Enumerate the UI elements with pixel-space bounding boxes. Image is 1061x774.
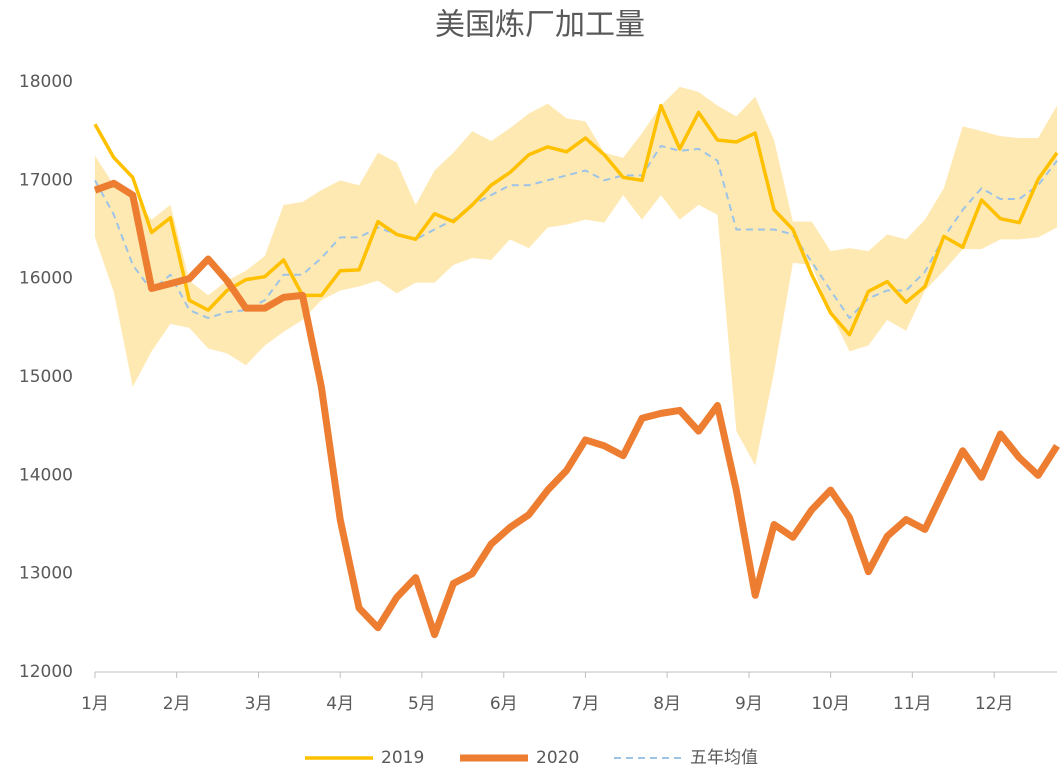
x-tick-label: 8月 — [653, 694, 681, 714]
y-tick-label: 15000 — [19, 367, 73, 387]
line-series — [93, 179, 1060, 639]
x-tick-label: 9月 — [735, 694, 763, 714]
x-tick-label: 2月 — [163, 694, 191, 714]
y-tick-label: 12000 — [19, 662, 73, 682]
x-tick-label: 5月 — [408, 694, 436, 714]
x-tick-label: 6月 — [490, 694, 518, 714]
y-tick-label: 18000 — [19, 72, 73, 92]
x-tick-label: 12月 — [975, 694, 1014, 714]
x-tick-label: 4月 — [326, 694, 354, 714]
chart-title: 美国炼厂加工量 — [435, 8, 645, 43]
x-tick-label: 11月 — [893, 694, 932, 714]
y-tick-label: 16000 — [19, 269, 73, 289]
range-band — [95, 86, 1057, 466]
y-tick-label: 17000 — [19, 170, 73, 190]
x-tick-label: 3月 — [245, 694, 273, 714]
x-tick-label: 10月 — [811, 694, 850, 714]
x-tick-label: 7月 — [572, 694, 600, 714]
legend-label: 2019 — [381, 748, 424, 768]
y-tick-label: 13000 — [19, 564, 73, 584]
legend-label: 2020 — [536, 748, 579, 768]
y-tick-label: 14000 — [19, 465, 73, 485]
legend-label: 五年均值 — [690, 748, 758, 768]
line-series — [93, 103, 1059, 337]
x-tick-label: 1月 — [81, 694, 109, 714]
